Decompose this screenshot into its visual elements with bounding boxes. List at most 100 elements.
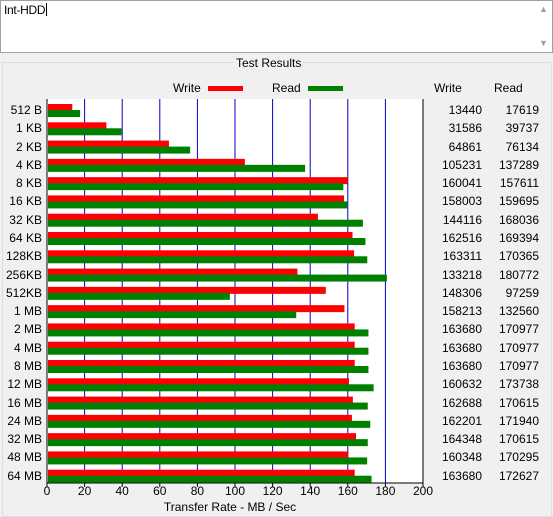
write-bar [48,158,245,166]
write-bar [48,195,345,203]
category-label: 16 MB [7,395,42,410]
write-bar [48,396,353,404]
description-scrollbar[interactable]: ▲ ▼ [535,1,552,52]
write-value: 162688 [441,395,482,410]
read-value: 171940 [498,413,539,428]
read-value: 172627 [498,468,539,483]
write-bar [48,232,353,239]
category-label: 8 KB [15,176,42,191]
write-bar [48,323,355,331]
write-value: 163680 [441,359,482,373]
write-value: 163680 [441,468,482,483]
read-value: 137289 [498,157,539,172]
read-bar [48,329,369,337]
group-title: Test Results [234,56,304,70]
read-value: 170365 [498,249,539,264]
legend-write-label: Write [173,81,201,95]
read-value: 170615 [498,395,539,410]
write-bar [48,433,356,441]
category-label: 8 MB [13,359,42,373]
write-bar [48,378,349,386]
read-bar [48,128,122,136]
write-value: 105231 [441,157,482,172]
x-tick-label: 180 [375,484,396,498]
read-value: 97259 [505,285,539,300]
write-value: 13440 [448,103,482,117]
write-value: 160348 [441,450,482,465]
category-label: 512KB [5,285,42,300]
category-label: 64 MB [7,468,42,483]
read-value: 132560 [498,304,539,319]
category-label: 2 KB [15,139,42,154]
read-bar [48,402,368,410]
write-bar [48,122,107,130]
category-label: 1 MB [13,304,42,319]
write-value: 164348 [441,432,482,447]
read-value: 157611 [499,176,539,191]
scroll-up-icon[interactable]: ▲ [539,4,548,14]
category-label: 2 MB [13,322,42,337]
write-value: 163680 [441,340,482,355]
category-label: 64 KB [9,231,42,245]
read-column-header: Read [494,81,523,95]
write-value: 133218 [441,267,482,282]
read-value: 169394 [498,231,539,245]
x-tick-label: 60 [153,484,167,498]
read-bar [48,274,387,282]
read-value: 173738 [498,377,539,392]
legend-write-swatch [208,86,243,91]
read-value: 170977 [498,340,539,355]
write-bar [48,250,355,258]
category-label: 32 KB [9,212,42,227]
category-label: 12 MB [7,377,42,392]
category-label: 128KB [5,249,42,264]
write-value: 162516 [441,231,482,245]
read-value: 170615 [498,432,539,447]
description-field[interactable]: Int-HDD ▲ ▼ [0,0,553,53]
x-axis-label: Transfer Rate - MB / Sec [163,500,297,514]
read-value: 170977 [498,322,539,337]
legend-read-label: Read [272,81,301,95]
write-value: 160041 [441,176,482,191]
write-bar [48,451,349,459]
read-value: 39737 [505,121,539,136]
read-value: 17619 [505,103,539,117]
write-bar [48,140,169,148]
read-bar [48,164,306,172]
write-value: 158003 [441,194,482,209]
read-bar [48,366,369,373]
description-text: Int-HDD [4,3,48,17]
read-bar [48,238,366,245]
write-bar [48,305,345,313]
read-bar [48,201,348,209]
write-value: 31586 [448,121,482,136]
category-label: 512 B [10,103,42,117]
x-tick-label: 160 [337,484,358,498]
write-value: 148306 [441,285,482,300]
write-value: 160632 [441,377,482,392]
read-bar [48,475,372,483]
write-bar [48,469,355,477]
x-tick-label: 120 [262,484,283,498]
read-bar [48,219,363,227]
read-value: 76134 [505,139,539,154]
write-bar [48,341,355,349]
x-tick-label: 80 [190,484,205,498]
x-tick-label: 0 [43,484,51,498]
write-value: 144116 [442,212,482,227]
write-value: 158213 [441,304,482,319]
write-value: 163311 [442,249,482,264]
read-bar [48,384,374,392]
write-bar [48,268,298,276]
read-value: 180772 [498,267,539,282]
legend-read-swatch [308,86,343,91]
read-value: 168036 [498,212,539,227]
x-tick-label: 100 [224,484,246,498]
write-bar [48,104,73,111]
category-label: 1 KB [15,121,42,136]
write-column-header: Write [434,81,462,95]
scroll-down-icon[interactable]: ▼ [539,38,548,48]
read-bar [48,439,368,447]
x-tick-label: 140 [300,484,321,498]
